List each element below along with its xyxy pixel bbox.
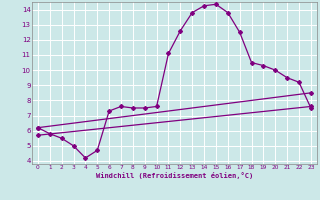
X-axis label: Windchill (Refroidissement éolien,°C): Windchill (Refroidissement éolien,°C)	[96, 172, 253, 179]
